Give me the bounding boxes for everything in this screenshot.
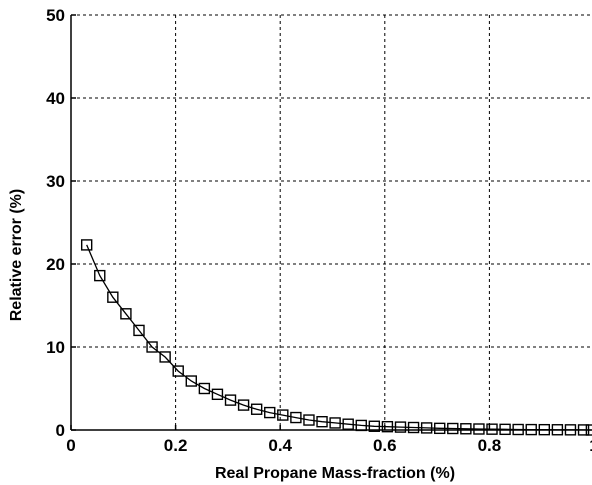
y-axis-label: Relative error (%)	[8, 189, 25, 322]
data-point-marker	[381, 420, 394, 433]
x-tick-label: 1	[589, 436, 592, 455]
grid-lines	[71, 14, 592, 430]
data-point-marker	[303, 414, 315, 426]
data-point-marker	[277, 409, 289, 421]
axes	[70, 14, 592, 431]
data-point-marker	[237, 399, 250, 411]
data-point-marker	[198, 382, 211, 395]
data-point-marker	[211, 388, 224, 401]
x-tick-label: 0.2	[164, 436, 188, 455]
data-point-marker	[447, 422, 459, 435]
data-point-marker	[551, 424, 564, 436]
data-point-marker	[407, 421, 420, 434]
data-point-marker	[577, 424, 590, 436]
data-point-marker	[486, 423, 498, 435]
y-tick-label: 30	[46, 172, 65, 191]
data-point-marker	[290, 411, 302, 424]
data-point-marker	[185, 375, 197, 387]
series-group	[80, 239, 592, 436]
data-point-marker	[80, 239, 93, 251]
data-point-marker	[146, 341, 158, 353]
x-tick-label: 0	[66, 436, 75, 455]
x-tick-label: 0.4	[268, 436, 292, 455]
data-point-marker	[355, 419, 367, 432]
data-point-marker	[434, 422, 446, 435]
data-point-marker	[473, 423, 485, 435]
data-point-marker	[224, 394, 237, 406]
y-tick-label: 10	[46, 338, 65, 357]
data-point-marker	[564, 424, 577, 436]
data-point-marker	[94, 269, 106, 282]
data-point-marker	[159, 351, 171, 363]
data-point-marker	[525, 423, 537, 436]
data-point-marker	[107, 291, 119, 303]
data-point-marker	[250, 403, 263, 415]
y-tick-label: 0	[56, 421, 65, 440]
y-tick-label: 20	[46, 255, 65, 274]
data-point-marker	[172, 365, 184, 377]
data-point-marker	[420, 422, 433, 434]
data-point-marker	[368, 420, 381, 432]
data-point-marker	[120, 308, 132, 320]
data-point-marker	[460, 423, 472, 435]
x-axis-label: Real Propane Mass-fraction (%)	[215, 465, 455, 482]
data-point-marker	[512, 423, 524, 436]
data-point-marker	[264, 406, 276, 419]
tick-labels: 00.20.40.60.8101020304050	[46, 6, 592, 455]
x-tick-label: 0.8	[478, 436, 502, 455]
data-point-marker	[133, 324, 145, 337]
data-point-marker	[394, 421, 407, 433]
x-tick-label: 0.6	[373, 436, 397, 455]
data-point-marker	[329, 417, 341, 429]
data-point-marker	[585, 424, 592, 436]
y-tick-label: 40	[46, 89, 65, 108]
data-point-marker	[342, 418, 354, 430]
series-line	[86, 244, 592, 431]
data-point-marker	[499, 423, 511, 436]
y-tick-label: 50	[46, 6, 65, 25]
data-point-marker	[316, 416, 328, 428]
data-point-marker	[538, 423, 551, 436]
